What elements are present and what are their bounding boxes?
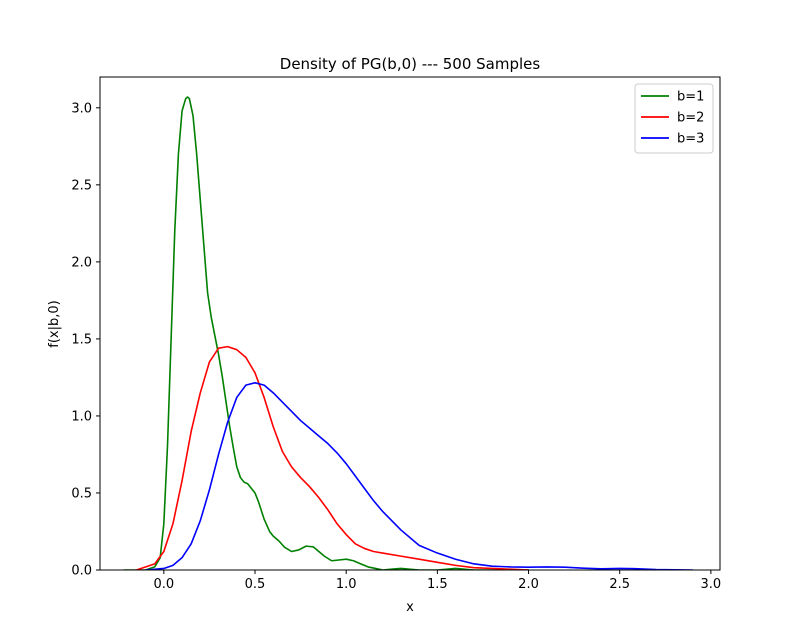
y-tick-label: 2.0	[71, 255, 92, 270]
axes-frame	[99, 76, 721, 571]
legend-label-b-2: b=2	[677, 111, 704, 126]
x-tick-label: 2.0	[518, 577, 539, 592]
series-line-b-1	[122, 96, 530, 570]
x-tick-label: 1.5	[427, 577, 448, 592]
x-tick-label: 3.0	[701, 577, 722, 592]
legend-label-b-3: b=3	[677, 132, 704, 147]
plot-area	[122, 96, 694, 570]
series-line-b-2	[135, 345, 530, 570]
y-tick-label: 1.5	[71, 332, 92, 347]
y-tick-label: 0.0	[71, 564, 92, 579]
x-tick-label: 2.5	[609, 577, 630, 592]
legend: b=1 b=2 b=3	[634, 83, 714, 154]
x-tick-label: 0.0	[153, 577, 174, 592]
chart-title: Density of PG(b,0) --- 500 Samples	[280, 55, 541, 73]
x-tick-label: 0.5	[245, 577, 266, 592]
y-tick-label: 3.0	[71, 101, 92, 116]
y-axis: 0.0 0.5 1.0 1.5 2.0 2.5 3.0	[71, 101, 100, 579]
x-axis: 0.0 0.5 1.0 1.5 2.0 2.5 3.0	[153, 570, 721, 592]
y-tick-label: 1.0	[71, 409, 92, 424]
y-tick-label: 0.5	[71, 486, 92, 501]
legend-label-b-1: b=1	[677, 90, 704, 105]
y-axis-label: f(x|b,0)	[47, 300, 62, 347]
legend-box	[634, 83, 714, 154]
y-tick-label: 2.5	[71, 178, 92, 193]
x-axis-label: x	[406, 600, 414, 615]
series-line-b-3	[144, 382, 694, 570]
x-tick-label: 1.0	[336, 577, 357, 592]
